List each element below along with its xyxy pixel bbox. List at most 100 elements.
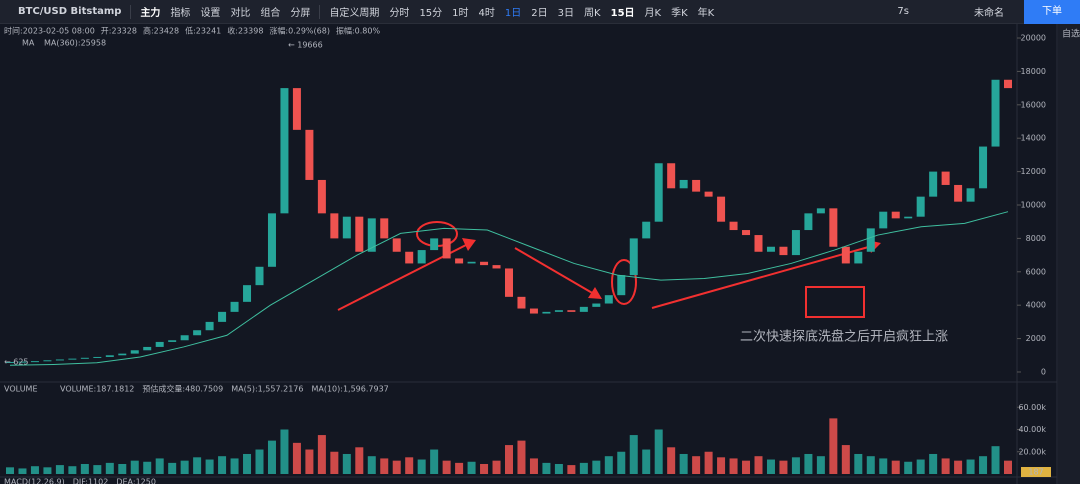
- volume-legend: 预估成交量:480.7509: [142, 384, 223, 394]
- tool-button[interactable]: 主力: [140, 8, 161, 19]
- period-button[interactable]: 季K: [671, 8, 688, 19]
- candle: [567, 310, 576, 312]
- period-button[interactable]: 月K: [644, 8, 662, 19]
- volume-bar: [567, 465, 576, 474]
- y-tick-label: 4000: [1026, 301, 1046, 310]
- volume-bar: [766, 459, 775, 474]
- period-button[interactable]: 15日: [610, 8, 635, 19]
- candle: [143, 346, 152, 351]
- volume-bar: [642, 449, 651, 474]
- volume-bar: [105, 462, 114, 474]
- volume-legend: VOLUME:187.1812: [60, 385, 134, 394]
- volume-bar: [442, 460, 451, 474]
- period-button[interactable]: 2日: [531, 8, 548, 19]
- symbol[interactable]: BTC/USD Bitstamp: [18, 6, 122, 17]
- volume-bar: [505, 445, 513, 474]
- peak-label: ← 19666: [288, 41, 323, 50]
- candle: [841, 246, 850, 264]
- tool-button[interactable]: 分屏: [290, 8, 311, 19]
- volume-bar: [80, 463, 89, 474]
- volume-bar: [704, 451, 713, 474]
- candle: [866, 228, 875, 252]
- candle: [941, 171, 950, 185]
- candle: [18, 361, 27, 363]
- candle: [891, 211, 900, 219]
- candle: [1004, 79, 1012, 89]
- candle: [442, 238, 451, 259]
- tool-button[interactable]: 指标: [170, 8, 191, 19]
- period-button[interactable]: 15分: [419, 8, 443, 19]
- volume-bar: [579, 462, 588, 474]
- period-button[interactable]: 3日: [557, 8, 575, 19]
- volume-bar: [654, 429, 663, 474]
- order-button[interactable]: 下单: [1024, 0, 1080, 24]
- candle: [80, 357, 89, 359]
- candle: [30, 361, 39, 363]
- volume-bar: [267, 440, 276, 474]
- side-panel-title: 自选: [1062, 28, 1080, 40]
- period-button[interactable]: 周K: [584, 8, 601, 19]
- volume-bar: [342, 453, 351, 474]
- candle: [105, 355, 114, 357]
- macd-item: MACD(12,26,9): [4, 478, 65, 484]
- candle: [342, 216, 351, 239]
- candle: [592, 303, 601, 307]
- volume-bar: [991, 446, 1000, 474]
- candle: [480, 261, 489, 266]
- volume-bar: [305, 449, 314, 474]
- candle: [43, 360, 52, 362]
- volume-bar: [230, 458, 239, 474]
- candle: [742, 230, 751, 236]
- candle: [330, 213, 339, 239]
- volume-bar: [729, 458, 738, 474]
- y-tick-label: 60.00k: [1018, 403, 1046, 412]
- volume-bar: [692, 456, 701, 474]
- candle: [692, 179, 701, 192]
- volume-bar: [43, 467, 52, 474]
- volume-bar: [891, 460, 900, 474]
- tool-button[interactable]: 组合: [260, 8, 281, 19]
- candle: [717, 196, 726, 222]
- refresh-rate[interactable]: 7s: [897, 6, 909, 17]
- tool-button[interactable]: 对比: [230, 8, 251, 19]
- candle: [979, 146, 988, 189]
- arrow: [514, 247, 595, 295]
- candle: [205, 321, 214, 331]
- volume-bar: [841, 445, 850, 474]
- custom-period[interactable]: 自定义周期: [329, 8, 380, 19]
- layout-name[interactable]: 未命名: [974, 8, 1004, 19]
- candle: [879, 211, 888, 229]
- period-button[interactable]: 分时: [389, 8, 410, 19]
- period-button[interactable]: 1日: [504, 8, 522, 19]
- candle: [155, 341, 164, 347]
- candle: [292, 88, 301, 130]
- volume-bar: [467, 461, 476, 474]
- candle: [829, 208, 838, 247]
- side-panel: [1058, 24, 1080, 484]
- period-button[interactable]: 年K: [697, 8, 715, 19]
- candle: [529, 308, 538, 314]
- volume-bar: [355, 447, 364, 474]
- candle: [180, 335, 189, 341]
- info-item: 振幅:0.80%: [336, 26, 381, 36]
- candle: [505, 268, 513, 297]
- volume-bar: [979, 456, 988, 474]
- volume-title: VOLUME: [4, 385, 38, 394]
- volume-bar: [667, 447, 676, 474]
- volume-bar: [791, 457, 800, 474]
- volume-bar: [854, 453, 863, 474]
- volume-bar: [68, 466, 77, 474]
- candle: [130, 350, 139, 354]
- period-button[interactable]: 4时: [478, 8, 495, 19]
- tool-button[interactable]: 设置: [200, 8, 221, 19]
- volume-bar: [904, 461, 913, 474]
- volume-bar: [629, 435, 638, 474]
- volume-legend: MA(10):1,596.7937: [311, 385, 388, 394]
- period-button[interactable]: 1时: [452, 8, 469, 19]
- volume-bar: [218, 456, 227, 474]
- candle: [68, 358, 77, 360]
- volume-bar: [130, 460, 139, 474]
- arrow-head: [462, 238, 476, 251]
